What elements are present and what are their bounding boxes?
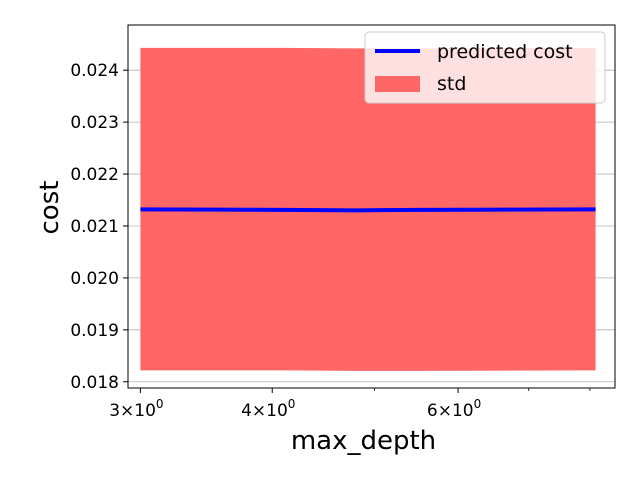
y-tick-label-2: 0.020 [70,269,119,289]
legend-box [364,31,606,104]
x-axis-ticks: 3×100 4×100 6×100 [109,388,591,421]
y-tick-label-3: 0.021 [70,217,119,237]
legend: predicted cost std [364,31,606,104]
y-tick-label-0: 0.018 [70,373,119,393]
y-tick-label-6: 0.024 [70,61,119,81]
legend-swatch-std [375,76,420,92]
legend-label-predicted-cost: predicted cost [437,41,573,63]
plot-frame [127,24,616,389]
y-tick-label-4: 0.022 [70,165,119,185]
y-axis-label: cost [35,181,65,235]
x-tick-label-1: 4×100 [241,397,295,421]
x-axis-label: max_depth [291,426,436,456]
y-axis-ticks: 0.018 0.019 0.020 0.021 0.022 0.023 0.024 [70,61,128,393]
x-tick-label-0: 3×100 [109,397,163,421]
y-tick-label-5: 0.023 [70,113,119,133]
y-tick-label-1: 0.019 [70,321,119,341]
x-tick-label-2: 6×100 [427,397,481,421]
predicted-cost-line-layer [140,207,596,213]
legend-label-std: std [437,73,466,95]
predicted-cost-line [140,207,596,213]
